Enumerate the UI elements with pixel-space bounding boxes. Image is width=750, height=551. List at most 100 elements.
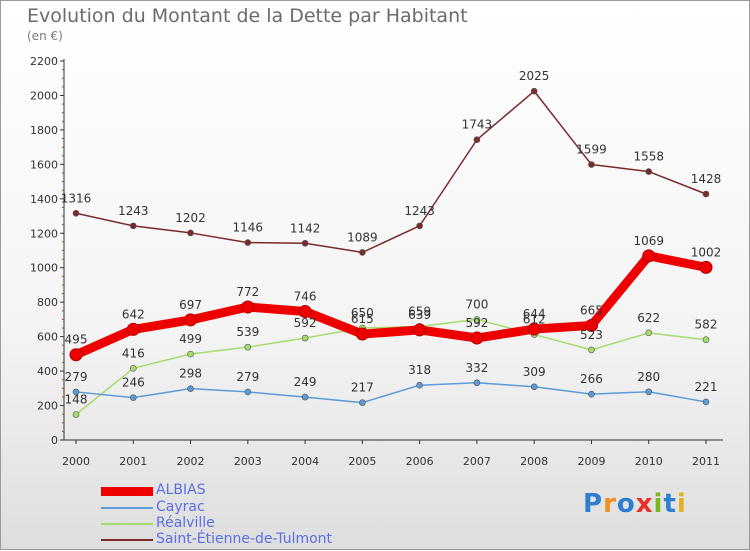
- data-label-saint-etienne-de-tulmont: 1743: [462, 118, 493, 132]
- data-point-cayrac: [129, 394, 137, 401]
- data-label-cayrac: 246: [122, 376, 145, 390]
- x-tick-label: 2009: [577, 455, 605, 468]
- data-label-albias: 772: [236, 285, 259, 299]
- data-label-saint-etienne-de-tulmont: 2025: [519, 69, 550, 83]
- data-point-albias: [241, 300, 255, 314]
- series-line-albias: [71, 251, 711, 360]
- data-point-cayrac: [187, 385, 194, 392]
- data-label-saint-etienne-de-tulmont: 1599: [576, 143, 607, 157]
- y-tick-label: 1600: [30, 158, 58, 171]
- data-label-saint-etienne-de-tulmont: 1316: [61, 191, 92, 205]
- chart-subtitle: (en €): [27, 29, 63, 43]
- data-point-cayrac: [72, 388, 80, 396]
- data-point-realville: [473, 316, 481, 323]
- data-label-realville: 523: [580, 328, 603, 342]
- y-tick-label: 400: [37, 365, 58, 378]
- data-point-realville: [301, 334, 309, 342]
- x-tick-label: 2008: [520, 455, 548, 468]
- data-label-cayrac: 279: [236, 370, 259, 384]
- data-point-cayrac: [359, 399, 366, 406]
- data-label-albias: 642: [122, 307, 145, 321]
- data-point-saint-etienne-de-tulmont: [129, 222, 137, 230]
- y-tick-label: 600: [37, 331, 58, 344]
- data-point-albias: [527, 322, 541, 336]
- data-point-realville: [645, 329, 653, 337]
- data-label-saint-etienne-de-tulmont: 1243: [118, 204, 149, 218]
- data-point-albias: [69, 348, 83, 362]
- y-tick-label: 800: [37, 296, 58, 309]
- data-label-realville: 700: [465, 297, 488, 311]
- data-label-albias: 592: [465, 316, 488, 330]
- legend-swatch-realville: [101, 523, 153, 525]
- data-point-saint-etienne-de-tulmont: [530, 87, 538, 95]
- y-tick-label: 2000: [30, 89, 58, 102]
- series-line-saint-etienne-de-tulmont: [75, 90, 707, 254]
- data-label-albias: 746: [294, 289, 317, 303]
- data-label-cayrac: 217: [351, 381, 374, 395]
- data-point-cayrac: [530, 383, 538, 391]
- legend-item-realville: Réalville: [101, 515, 401, 533]
- data-point-saint-etienne-de-tulmont: [301, 239, 309, 247]
- data-label-realville: 539: [236, 325, 259, 339]
- data-label-realville: 650: [351, 306, 374, 320]
- data-point-albias: [470, 331, 484, 345]
- legend-label-cayrac: Cayrac: [156, 499, 205, 515]
- data-point-albias: [413, 323, 427, 337]
- legend-item-cayrac: Cayrac: [101, 499, 401, 517]
- chart-title: Evolution du Montant de la Dette par Hab…: [27, 5, 468, 27]
- data-label-cayrac: 309: [523, 365, 546, 379]
- x-tick-label: 2002: [177, 455, 205, 468]
- legend-swatch-cayrac: [101, 507, 153, 509]
- legend-label-saint-etienne: Saint-Étienne-de-Tulmont: [156, 531, 333, 547]
- data-point-albias: [126, 322, 140, 336]
- data-point-albias: [298, 304, 312, 318]
- x-tick-label: 2005: [348, 455, 376, 468]
- data-point-albias: [184, 313, 198, 327]
- data-label-saint-etienne-de-tulmont: 1142: [290, 221, 321, 235]
- data-point-cayrac: [645, 388, 653, 396]
- data-label-realville: 416: [122, 346, 145, 360]
- data-label-albias: 665: [580, 303, 603, 317]
- data-point-realville: [588, 346, 595, 354]
- legend-swatch-saint-etienne: [101, 539, 153, 541]
- data-point-cayrac: [416, 381, 423, 389]
- data-point-realville: [244, 343, 252, 351]
- legend-item-saint-etienne: Saint-Étienne-de-Tulmont: [101, 531, 401, 549]
- data-label-cayrac: 332: [465, 361, 488, 375]
- data-label-realville: 582: [695, 318, 718, 332]
- y-tick-label: 1200: [30, 227, 58, 240]
- data-label-albias: 639: [408, 308, 431, 322]
- y-tick-label: 2200: [30, 55, 58, 68]
- y-tick-label: 1400: [30, 193, 58, 206]
- data-label-albias: 697: [179, 298, 202, 312]
- x-tick-label: 2004: [291, 455, 319, 468]
- x-tick-label: 2000: [62, 455, 90, 468]
- data-point-cayrac: [473, 379, 481, 387]
- y-tick-label: 1800: [30, 124, 58, 137]
- data-point-albias: [355, 327, 369, 341]
- x-tick-label: 2011: [692, 455, 720, 468]
- data-point-saint-etienne-de-tulmont: [359, 249, 366, 256]
- data-label-cayrac: 266: [580, 372, 603, 386]
- legend-label-albias: ALBIAS: [156, 482, 206, 498]
- data-label-saint-etienne-de-tulmont: 1428: [691, 172, 722, 186]
- data-point-saint-etienne-de-tulmont: [72, 209, 80, 217]
- data-label-albias: 615: [351, 312, 374, 326]
- data-label-realville: 499: [179, 332, 202, 346]
- data-point-realville: [187, 350, 194, 358]
- x-tick-label: 2006: [406, 455, 434, 468]
- x-tick-label: 2010: [635, 455, 663, 468]
- data-label-albias: 644: [523, 307, 546, 321]
- data-point-saint-etienne-de-tulmont: [187, 229, 194, 237]
- data-point-albias: [584, 318, 598, 332]
- data-label-realville: 622: [637, 311, 660, 325]
- data-point-cayrac: [301, 393, 309, 401]
- data-label-saint-etienne-de-tulmont: 1202: [175, 211, 206, 225]
- data-label-cayrac: 221: [695, 380, 718, 394]
- data-point-albias: [699, 260, 713, 274]
- data-label-saint-etienne-de-tulmont: 1089: [347, 230, 378, 244]
- data-point-albias: [642, 249, 656, 263]
- legend-swatch-albias: [101, 487, 153, 496]
- data-point-saint-etienne-de-tulmont: [645, 168, 653, 175]
- data-label-cayrac: 249: [294, 375, 317, 389]
